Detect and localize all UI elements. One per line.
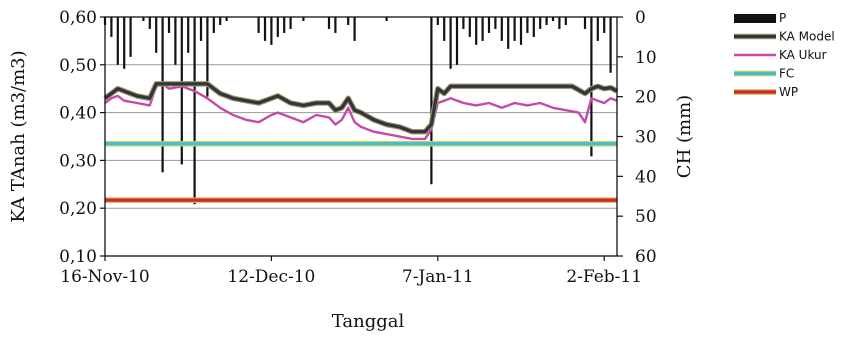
y-axis-right: 0 10 20 30 40 50 60	[617, 8, 657, 267]
y-left-tick-label: 0,40	[59, 104, 97, 124]
series-line-ka-ukur	[104, 82, 618, 141]
legend: P KA Model KA Ukur FC WP	[734, 11, 835, 99]
y-left-tick-label: 0,30	[59, 151, 97, 171]
series-line-ka-model	[104, 82, 618, 134]
x-tick-label: 7-Jan-11	[402, 267, 474, 287]
y-right-tick-label: 10	[635, 48, 657, 68]
y-axis-left: 0,10 0,20 0,30 0,40 0,50 0,60	[59, 8, 105, 267]
y-left-tick-label: 0,60	[59, 8, 97, 28]
y-left-tick-label: 0,50	[59, 56, 97, 76]
y-left-tick-label: 0,10	[59, 247, 97, 267]
legend-label: KA Ukur	[779, 48, 827, 62]
precip-bars	[103, 17, 612, 205]
y-axis-right-label: CH (mm)	[674, 95, 695, 178]
y-right-tick-label: 0	[635, 8, 646, 28]
y-right-tick-label: 50	[635, 207, 657, 227]
y-right-tick-label: 20	[635, 88, 657, 108]
y-right-tick-label: 30	[635, 128, 657, 148]
y-right-tick-label: 60	[635, 247, 657, 267]
legend-swatch-p	[734, 14, 776, 23]
legend-label: P	[779, 11, 786, 25]
x-axis-label: Tanggal	[332, 311, 405, 332]
x-tick-label: 12-Dec-10	[227, 267, 315, 287]
x-tick-label: 2-Feb-11	[566, 267, 642, 287]
y-right-tick-label: 40	[635, 167, 657, 187]
x-axis: 16-Nov-10 12-Dec-10 7-Jan-11 2-Feb-11	[60, 256, 642, 287]
legend-label: KA Model	[779, 30, 835, 44]
series-lines	[103, 81, 619, 203]
legend-label: WP	[779, 85, 798, 99]
x-tick-label: 16-Nov-10	[60, 267, 149, 287]
legend-label: FC	[779, 67, 794, 81]
y-axis-left-label: KA TAnah (m3/m3)	[8, 50, 29, 222]
y-left-tick-label: 0,20	[59, 199, 97, 219]
